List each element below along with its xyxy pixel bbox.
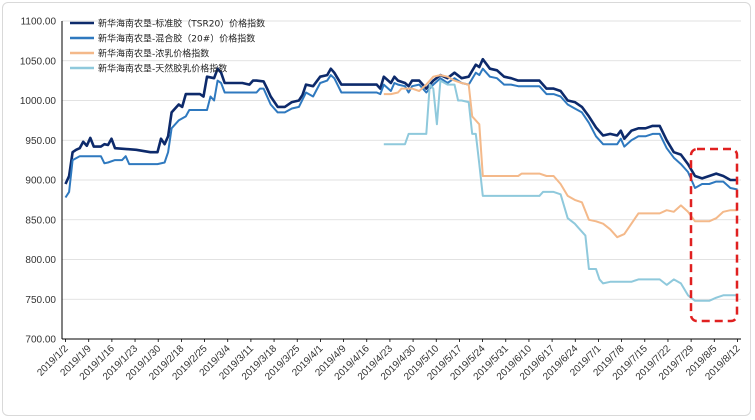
y-tick-label: 1100.00 xyxy=(21,17,57,28)
highlight-box xyxy=(689,147,739,323)
legend-label-1: 新华海南农垦-标准胶（TSR20）价格指数 xyxy=(98,18,265,30)
y-tick-label: 950.00 xyxy=(25,136,56,147)
series-line-1 xyxy=(64,57,738,185)
series-line-3 xyxy=(383,74,738,239)
y-tick-label: 850.00 xyxy=(25,215,56,226)
y-tick-label: 750.00 xyxy=(25,295,56,306)
legend-label-4: 新华海南农垦-天然胶乳价格指数 xyxy=(98,63,227,75)
y-tick-label: 1000.00 xyxy=(20,96,57,107)
y-tick-label: 900.00 xyxy=(25,176,56,187)
y-tick-label: 1050.00 xyxy=(20,56,57,67)
chart-frame: 700.00 750.00 800.00 850.00 900.00 950.00 1000… xyxy=(2,2,751,416)
legend-label-3: 新华海南农垦-浓乳价格指数 xyxy=(98,48,209,60)
y-tick-label: 800.00 xyxy=(25,255,56,266)
price-index-line-chart: 700.00 750.00 800.00 850.00 900.00 950.00 1000… xyxy=(20,17,743,383)
series-line-4 xyxy=(383,79,738,302)
y-tick-label: 700.00 xyxy=(25,335,56,346)
legend-label-2: 新华海南农垦-混合胶（20#）价格指数 xyxy=(98,33,255,45)
